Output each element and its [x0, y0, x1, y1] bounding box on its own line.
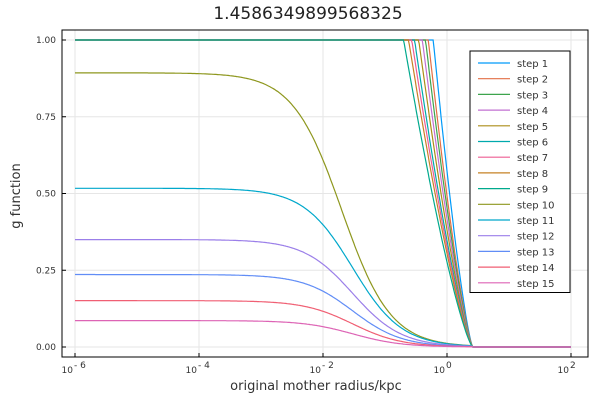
x-tick-exponent: 0 — [446, 361, 452, 371]
legend-label: step 5 — [517, 122, 548, 133]
legend-box — [469, 50, 571, 293]
legend-label: step 15 — [517, 279, 555, 290]
legend: step 1 step 2 step 3 step 4 step 5 step 6 step… — [469, 50, 571, 293]
legend-label: step 12 — [517, 232, 555, 243]
x-tick-label: 10 — [186, 366, 198, 376]
legend-label: step 3 — [517, 90, 548, 101]
x-tick-exponent: 2 — [570, 361, 576, 371]
y-tick-label: 0.50 — [36, 190, 56, 200]
legend-label: step 13 — [517, 247, 555, 258]
series-lines — [75, 39, 571, 348]
x-tick-exponent: - 6 — [74, 361, 86, 371]
axes: 10- 6 10- 4 10- 2 10 0 10 20.000.250.500.751.0… — [36, 29, 589, 376]
x-tick-label: 10 — [434, 366, 446, 376]
legend-label: step 9 — [517, 185, 548, 196]
legend-label: step 10 — [517, 200, 555, 211]
y-axis-label: g function — [9, 163, 24, 229]
legend-label: step 11 — [517, 216, 555, 227]
legend-label: step 6 — [517, 138, 548, 149]
y-tick-label: 0.25 — [36, 266, 56, 276]
legend-label: step 14 — [517, 263, 555, 274]
legend-label: step 8 — [517, 169, 548, 180]
chart-title: 1.4586349899568325 — [213, 4, 402, 24]
y-tick-label: 0.00 — [36, 343, 56, 353]
x-tick-exponent: - 2 — [322, 361, 334, 371]
legend-label: step 2 — [517, 75, 548, 86]
y-tick-label: 1.00 — [36, 36, 56, 46]
legend-label: step 7 — [517, 153, 548, 164]
x-tick-label: 10 — [62, 366, 74, 376]
y-tick-label: 0.75 — [36, 113, 56, 123]
legend-label: step 4 — [517, 106, 548, 117]
x-tick-label: 10 — [558, 366, 570, 376]
legend-label: step 1 — [517, 59, 548, 70]
series-line-step-15 — [75, 320, 571, 348]
x-tick-exponent: - 4 — [198, 361, 210, 371]
x-axis-label: original mother radius/kpc — [230, 379, 402, 394]
x-tick-label: 10 — [310, 366, 322, 376]
